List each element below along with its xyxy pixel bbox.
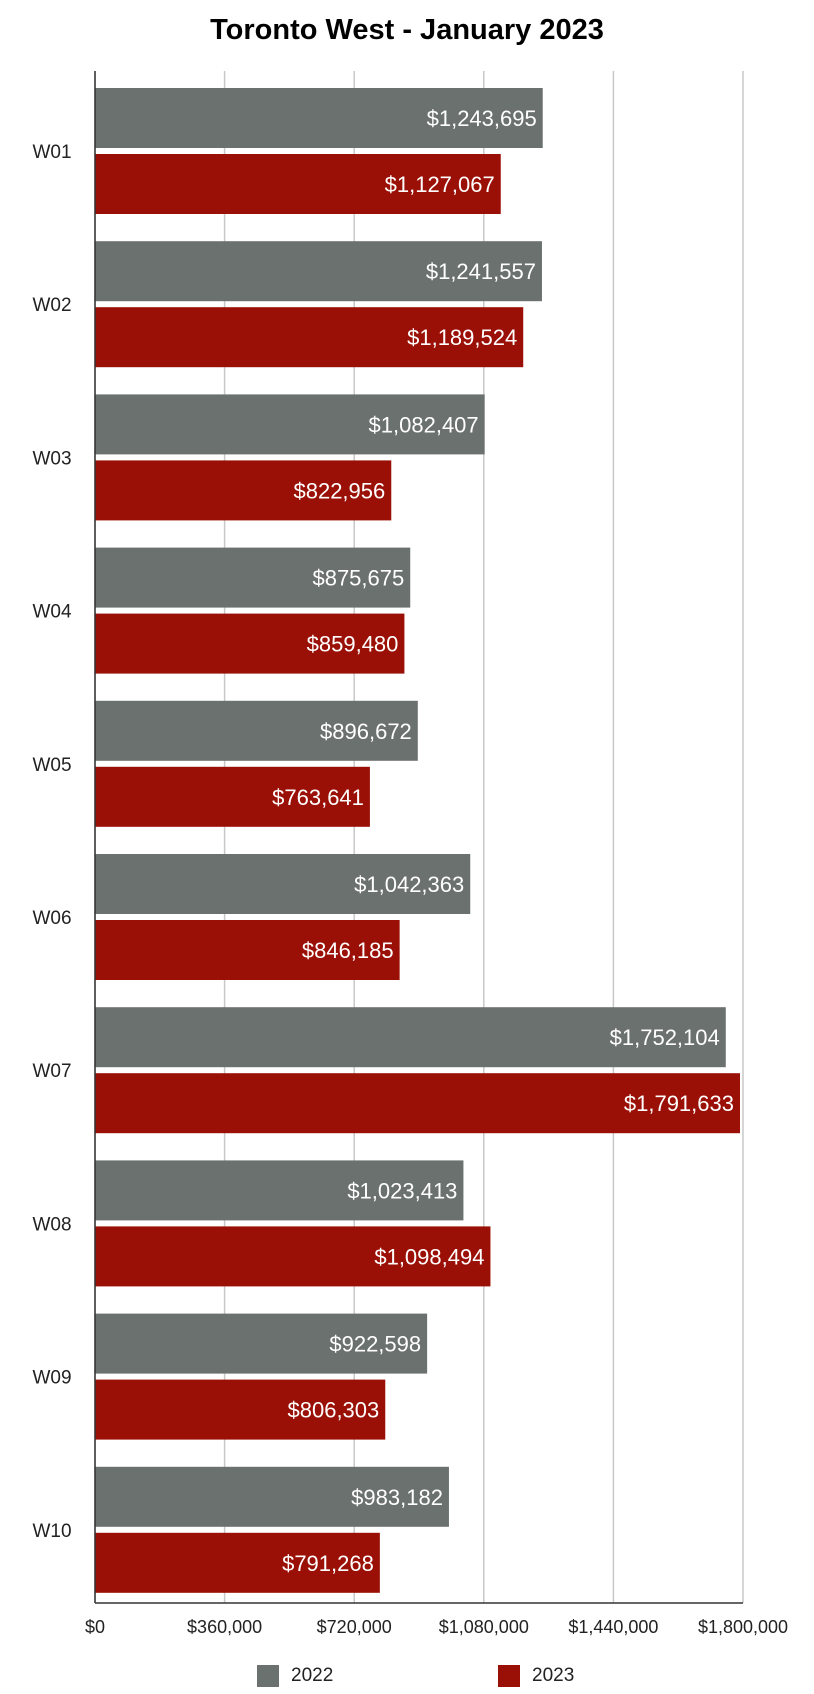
bar-2022-W03 xyxy=(95,394,485,455)
bar-2022-W04 xyxy=(95,547,411,608)
x-tick-label: $1,440,000 xyxy=(568,1617,658,1637)
x-tick-label: $1,080,000 xyxy=(439,1617,529,1637)
bar-2022-W07 xyxy=(95,1007,726,1068)
data-label: $875,675 xyxy=(312,566,404,591)
bar-2023-W03 xyxy=(95,460,392,521)
bar-2023-W02 xyxy=(95,307,524,368)
x-tick-label: $360,000 xyxy=(187,1617,262,1637)
legend-item-2023: 2023 xyxy=(498,1664,574,1688)
x-tick-label: $0 xyxy=(85,1617,105,1637)
data-label: $806,303 xyxy=(288,1398,380,1423)
category-label: W05 xyxy=(32,755,71,776)
category-label: W03 xyxy=(32,448,71,469)
category-label: W08 xyxy=(32,1214,71,1235)
bar-2022-W01 xyxy=(95,88,543,148)
category-label: W02 xyxy=(32,295,71,316)
data-label: $1,752,104 xyxy=(610,1025,720,1050)
bar-2023-W05 xyxy=(95,766,370,827)
data-label: $1,241,557 xyxy=(426,259,536,284)
data-label: $896,672 xyxy=(320,719,412,744)
legend-item-2022: 2022 xyxy=(257,1664,333,1688)
legend-label-2023: 2023 xyxy=(532,1665,575,1686)
category-label: W07 xyxy=(32,1061,71,1082)
category-label: W01 xyxy=(32,142,71,163)
data-label: $922,598 xyxy=(329,1332,421,1357)
category-label: W04 xyxy=(32,602,72,623)
data-label: $791,268 xyxy=(282,1551,374,1576)
bar-2023-W10 xyxy=(95,1532,380,1593)
data-label: $763,641 xyxy=(272,785,364,810)
data-label: $822,956 xyxy=(293,478,385,503)
data-label: $859,480 xyxy=(307,632,399,657)
category-label: W06 xyxy=(32,908,71,929)
data-label: $983,182 xyxy=(351,1485,443,1510)
bar-2022-W06 xyxy=(95,854,471,914)
chart-title: Toronto West - January 2023 xyxy=(210,14,604,46)
bar-2023-W07 xyxy=(95,1073,740,1134)
bar-2023-W04 xyxy=(95,613,405,674)
bar-2023-W06 xyxy=(95,920,400,980)
bar-2022-W08 xyxy=(95,1160,464,1221)
legend-swatch-2022 xyxy=(257,1665,279,1687)
legend-label-2022: 2022 xyxy=(291,1665,334,1686)
x-tick-label: $1,800,000 xyxy=(698,1617,788,1637)
data-label: $1,042,363 xyxy=(354,872,464,897)
data-label: $1,023,413 xyxy=(347,1178,457,1203)
bar-2023-W08 xyxy=(95,1226,491,1287)
data-label: $1,243,695 xyxy=(427,106,537,131)
bar-2022-W09 xyxy=(95,1313,428,1374)
bar-2023-W09 xyxy=(95,1379,386,1440)
bar-2022-W10 xyxy=(95,1466,449,1527)
category-label: W10 xyxy=(32,1521,71,1542)
bar-2023-W01 xyxy=(95,154,501,214)
data-label: $846,185 xyxy=(302,938,394,963)
x-tick-label: $720,000 xyxy=(317,1617,392,1637)
bar-2022-W05 xyxy=(95,700,418,761)
data-label: $1,098,494 xyxy=(374,1244,484,1269)
data-label: $1,791,633 xyxy=(624,1091,734,1116)
data-label: $1,189,524 xyxy=(407,325,517,350)
bar-2022-W02 xyxy=(95,241,542,302)
data-label: $1,127,067 xyxy=(385,172,495,197)
data-label: $1,082,407 xyxy=(369,412,479,437)
legend-swatch-2023 xyxy=(498,1665,520,1687)
category-label: W09 xyxy=(32,1368,71,1389)
